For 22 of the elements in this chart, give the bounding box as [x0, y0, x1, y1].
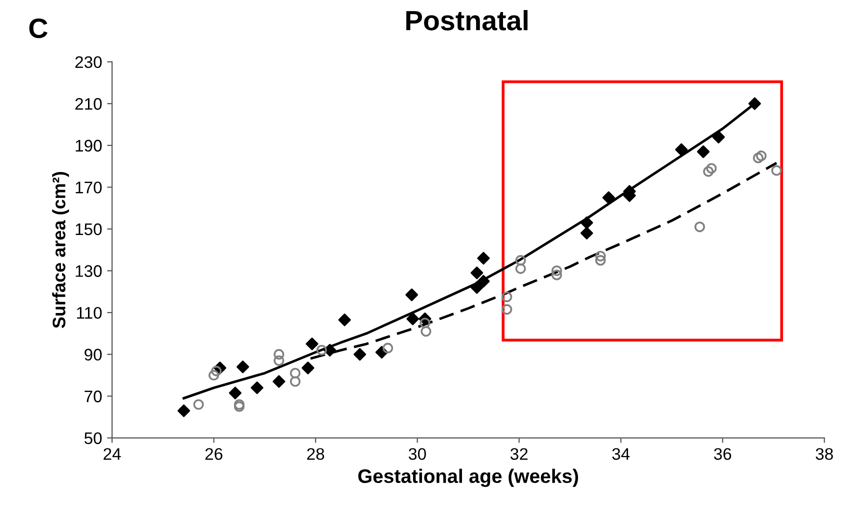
x-tick-label: 24	[104, 448, 121, 460]
x-tick-label: 26	[205, 448, 222, 460]
x-tick-label: 28	[307, 448, 324, 460]
y-axis-title: Surface area (cm²)	[52, 172, 69, 328]
y-tick-label: 150	[76, 223, 102, 236]
x-tick-label: 38	[816, 448, 833, 460]
x-axis-title: Gestational age (weeks)	[358, 468, 578, 487]
y-tick-label: 110	[77, 306, 102, 319]
text: C	[29, 18, 48, 38]
x-tick-label: 30	[408, 448, 426, 460]
y-tick-label: 190	[76, 140, 102, 152]
x-tick-label: 32	[510, 448, 528, 460]
x-tick-label: 36	[714, 448, 732, 460]
y-tick-label: 50	[84, 432, 102, 444]
y-tick-label: 210	[75, 98, 102, 110]
y-tick-label: 230	[75, 56, 102, 68]
y-tick-label: 170	[76, 182, 102, 194]
chart-title: Postnatal	[406, 10, 528, 30]
y-tick-label: 90	[84, 348, 102, 361]
y-tick-label: 130	[76, 265, 102, 277]
x-tick-label: 34	[612, 448, 630, 460]
y-tick-label: 70	[84, 390, 102, 402]
